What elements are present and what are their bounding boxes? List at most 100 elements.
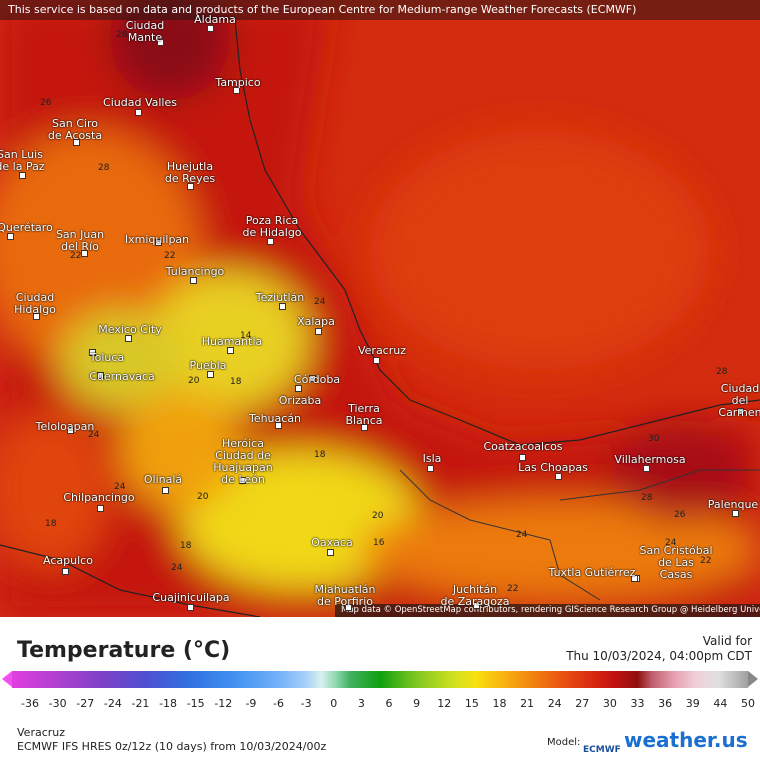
city-label: Veracruz — [357, 344, 407, 357]
city-marker — [125, 335, 132, 342]
city-marker — [267, 238, 274, 245]
attribution: Map data © OpenStreetMap contributors, r… — [335, 604, 760, 617]
city-label: Oaxaca — [311, 536, 353, 549]
contour-label: 22 — [70, 251, 82, 261]
contour-label: 24 — [171, 563, 183, 573]
city-label: Chilpancingo — [63, 491, 135, 504]
city-marker — [190, 277, 197, 284]
colorbar — [12, 671, 748, 688]
colorbar-tick-label: 24 — [547, 697, 562, 710]
contour-label: 22 — [164, 251, 176, 261]
colorbar-tick-label: 44 — [713, 697, 728, 710]
valid-time: Thu 10/03/2024, 04:00pm CDT — [566, 649, 752, 663]
city-marker — [315, 328, 322, 335]
city-marker — [157, 39, 164, 46]
model-run: ECMWF IFS HRES 0z/12z (10 days) from 10/… — [17, 740, 327, 753]
city-label: Olinalá — [143, 473, 183, 486]
colorbar-tick-label: -24 — [103, 697, 122, 710]
colorbar-tick-label: -18 — [159, 697, 178, 710]
city-label: Miahuatlán de Porfirio — [314, 583, 376, 608]
city-label: Palenque — [707, 498, 759, 511]
city-label: Teziutlán — [255, 291, 305, 304]
city-label: Ciudad Hidalgo — [14, 291, 56, 316]
city-label: Villahermosa — [614, 453, 686, 466]
contour-label: 28 — [716, 367, 728, 377]
city-label: Aldama — [194, 13, 236, 26]
city-marker — [207, 371, 214, 378]
city-marker — [62, 568, 69, 575]
colorbar-tick-label: 3 — [357, 697, 365, 710]
contour-label: 20 — [197, 492, 209, 502]
city-label: Poza Rica de Hidalgo — [242, 214, 302, 239]
colorbar-tick-label: 9 — [413, 697, 421, 710]
colorbar-max-arrow — [748, 671, 758, 687]
contour-label: 24 — [88, 430, 100, 440]
contour-label: 18 — [180, 541, 192, 551]
city-marker — [33, 313, 40, 320]
model-label: Model: — [547, 737, 581, 748]
city-label: Mexico City — [98, 323, 162, 336]
city-marker — [473, 602, 480, 609]
city-marker — [737, 408, 744, 415]
city-marker — [19, 172, 26, 179]
colorbar-tick-label: 27 — [575, 697, 590, 710]
colorbar-tick-label: 6 — [385, 697, 393, 710]
city-marker — [227, 347, 234, 354]
contour-label: 18 — [230, 377, 242, 387]
city-marker — [135, 109, 142, 116]
city-label: San Luis de la Paz — [0, 148, 45, 173]
city-marker — [97, 372, 104, 379]
valid-label: Valid for — [702, 634, 752, 648]
city-marker — [233, 87, 240, 94]
city-label: Cuajinicuilapa — [152, 591, 230, 604]
contour-label: 20 — [372, 511, 384, 521]
city-marker — [361, 424, 368, 431]
legend-title: Temperature (°C) — [17, 638, 231, 663]
contour-label: 18 — [45, 519, 57, 529]
city-label: Tierra Blanca — [345, 402, 383, 427]
city-label: Tampico — [215, 76, 261, 89]
city-label: Tulancingo — [165, 265, 225, 278]
city-label: Orizaba — [278, 394, 322, 407]
city-label: Ixmiquilpan — [124, 233, 190, 246]
city-marker — [327, 549, 334, 556]
city-marker — [732, 510, 739, 517]
city-marker — [519, 454, 526, 461]
colorbar-tick-label: 36 — [658, 697, 673, 710]
contour-label: 24 — [665, 538, 677, 548]
city-label: Ciudad Mante — [125, 19, 165, 44]
city-label: Xalapa — [297, 315, 335, 328]
contour-label: 28 — [641, 493, 653, 503]
city-marker — [162, 487, 169, 494]
colorbar-tick-label: 15 — [464, 697, 479, 710]
city-marker — [187, 183, 194, 190]
city-label: San Ciro de Acosta — [47, 117, 103, 142]
city-label: Huamantla — [201, 335, 263, 348]
city-label: Tehuacán — [248, 412, 302, 425]
city-marker — [555, 473, 562, 480]
contour-label: 26 — [674, 510, 686, 520]
city-marker — [7, 233, 14, 240]
colorbar-tick-label: -6 — [273, 697, 285, 710]
city-label: Cuernavaca — [89, 370, 155, 383]
city-label: Coatzacoalcos — [483, 440, 563, 453]
colorbar-tick-label: -27 — [76, 697, 95, 710]
city-label: Teloloapan — [35, 420, 95, 433]
city-label: Córdoba — [293, 373, 341, 386]
city-marker — [643, 465, 650, 472]
city-marker — [427, 465, 434, 472]
contour-label: 24 — [114, 482, 126, 492]
city-marker — [239, 477, 246, 484]
city-label: Tuxtla Gutiérrez — [548, 566, 636, 579]
colorbar-tick-label: -15 — [186, 697, 205, 710]
city-marker — [97, 505, 104, 512]
city-marker — [73, 139, 80, 146]
city-label: Juchitán de Zaragoza — [440, 583, 510, 608]
colorbar-tick-label: 50 — [741, 697, 755, 710]
city-label: Isla — [422, 452, 442, 465]
city-label: Puebla — [189, 359, 227, 372]
contour-label: 30 — [648, 434, 660, 444]
map: This service is based on data and produc… — [0, 0, 760, 617]
contour-label: 22 — [507, 584, 519, 594]
